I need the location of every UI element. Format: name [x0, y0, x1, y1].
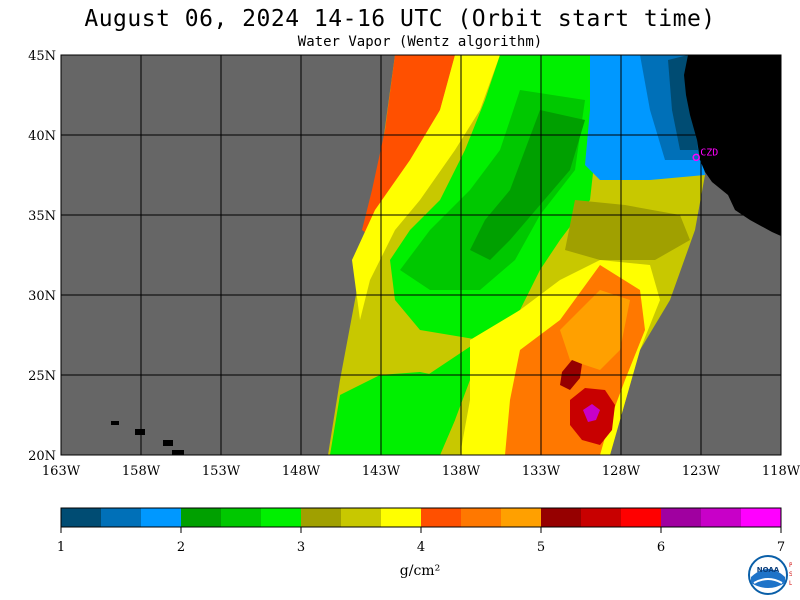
colorbar-swatch [141, 508, 182, 527]
swath-west-band [362, 55, 455, 240]
map-title: August 06, 2024 14-16 UTC (Orbit start t… [84, 6, 716, 32]
colorbar-tick-label: 1 [57, 540, 65, 555]
swath-dark-green [470, 110, 585, 260]
lat-tick-label: 25N [28, 369, 56, 384]
colorbar-swatch [741, 508, 782, 527]
lat-tick-label: 30N [28, 289, 56, 304]
map-subtitle: Water Vapor (Wentz algorithm) [297, 34, 543, 50]
colorbar-swatch [501, 508, 542, 527]
colorbar-swatch [581, 508, 622, 527]
lat-tick-label: 35N [28, 209, 56, 224]
colorbar-swatch [621, 508, 662, 527]
station-marker: CZD [692, 147, 718, 162]
lat-tick-label: 40N [28, 129, 56, 144]
map-frame [60, 54, 782, 456]
colorbar-swatch [541, 508, 582, 527]
colorbar-swatch [461, 508, 502, 527]
island-hawaii [172, 450, 184, 455]
lon-tick-label: 138W [442, 464, 481, 479]
colorbar-tick-label: 7 [777, 540, 785, 555]
colorbar-swatch [301, 508, 342, 527]
colorbar [60, 507, 782, 528]
lon-tick-label: 163W [42, 464, 81, 479]
noaa-logo: NOAA P S L [748, 555, 792, 595]
colorbar-unit: g/cm² [399, 563, 441, 579]
psl-letter-s: S [789, 571, 792, 578]
colorbar-tick-label: 6 [657, 540, 665, 555]
swath-yellow-band [352, 55, 500, 320]
psl-letter-p: P [789, 562, 792, 569]
lon-tick-label: 148W [282, 464, 321, 479]
colorbar-swatch [661, 508, 702, 527]
colorbar-tick-label: 4 [417, 540, 425, 555]
lon-tick-label: 143W [362, 464, 401, 479]
colorbar-swatch [261, 508, 302, 527]
longitude-ticks: 163W 158W 153W 148W 143W 138W 133W 128W 123W 118W [42, 464, 800, 479]
swath-orange-bright [560, 290, 630, 370]
lat-tick-label: 45N [28, 49, 56, 64]
colorbar-tick-label: 5 [537, 540, 545, 555]
island-kauai [111, 421, 119, 425]
swath-magenta-core [583, 404, 600, 422]
colorbar-swatch [381, 508, 422, 527]
colorbar-swatch [101, 508, 142, 527]
island-oahu [135, 429, 145, 435]
lat-tick-label: 20N [28, 449, 56, 464]
colorbar-tick-label: 2 [177, 540, 185, 555]
colorbar-swatch [421, 508, 462, 527]
lon-tick-label: 133W [522, 464, 561, 479]
lon-tick-label: 153W [202, 464, 241, 479]
noaa-logo-text: NOAA [757, 566, 780, 574]
colorbar-swatch [701, 508, 742, 527]
colorbar-swatch [181, 508, 222, 527]
lon-tick-label: 118W [762, 464, 800, 479]
lon-tick-label: 123W [682, 464, 721, 479]
lon-tick-label: 128W [602, 464, 641, 479]
station-label: CZD [700, 147, 718, 158]
colorbar-tick-label: 3 [297, 540, 305, 555]
colorbar-swatch [61, 508, 102, 527]
lon-tick-label: 158W [122, 464, 161, 479]
colorbar-swatch [221, 508, 262, 527]
island-maui [163, 440, 173, 446]
colorbar-labels: 1 2 3 4 5 6 7 [57, 527, 785, 555]
swath-green-southwest [330, 372, 460, 455]
colorbar-swatch [341, 508, 382, 527]
psl-letter-l: L [789, 580, 792, 587]
latitude-ticks: 45N 40N 35N 30N 25N 20N [28, 49, 56, 464]
land-north-america [684, 55, 781, 236]
